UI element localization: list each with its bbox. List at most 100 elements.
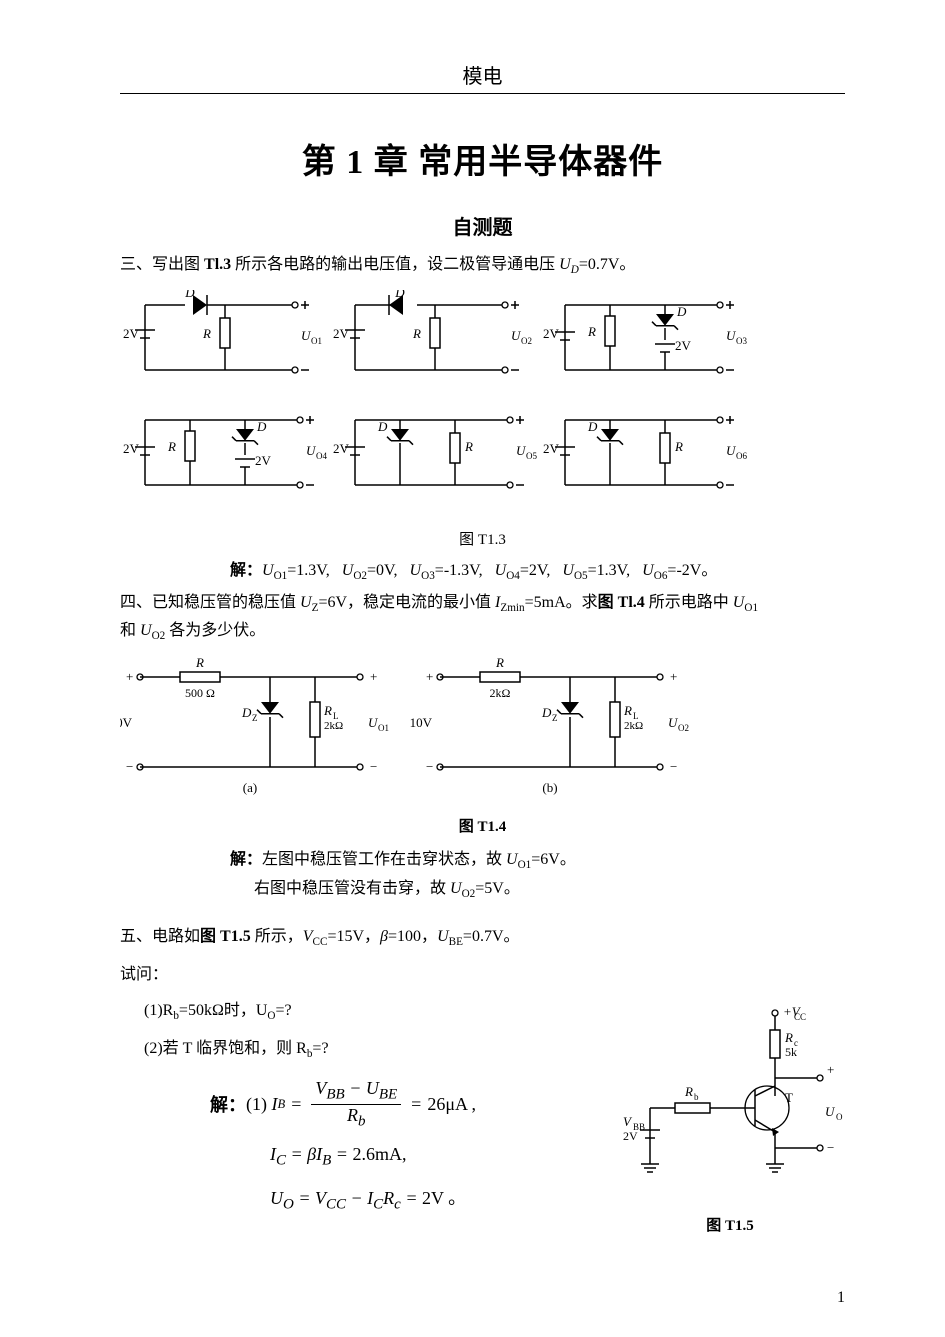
svg-text:D: D xyxy=(377,419,388,434)
svg-text:R: R xyxy=(412,326,421,341)
svg-text:+: + xyxy=(670,669,677,684)
svg-text:2V: 2V xyxy=(543,441,560,456)
q4-uo2: U xyxy=(140,622,152,639)
svg-text:2kΩ: 2kΩ xyxy=(624,720,643,732)
q5-s1a: (1)R xyxy=(144,1002,173,1019)
svg-text:2kΩ: 2kΩ xyxy=(324,720,343,732)
svg-text:10V: 10V xyxy=(120,715,133,730)
svg-text:(a): (a) xyxy=(243,780,257,795)
q5-eq1-den: Rb xyxy=(343,1105,370,1131)
svg-text:O1: O1 xyxy=(378,723,389,733)
q5-beta-val: =100 xyxy=(388,928,421,945)
q5-c: ， xyxy=(364,928,380,945)
q5-ube-sub: BE xyxy=(449,936,463,948)
svg-text:CC: CC xyxy=(794,1012,806,1022)
q5-s1v: =50kΩ时，U xyxy=(179,1002,267,1019)
q5-ube: U xyxy=(437,928,449,945)
q4-uo1-sub: O1 xyxy=(744,603,758,615)
q5-layout: (1)Rb=50kΩ时，UO=? (2)若 T 临界饱和，则 Rb=? 解： (… xyxy=(120,998,845,1243)
svg-text:Z: Z xyxy=(252,713,258,723)
q3-ud: U xyxy=(559,256,571,273)
q4-a: 已知稳压管的稳压值 xyxy=(152,594,300,611)
svg-text:+: + xyxy=(370,669,377,684)
svg-text:R: R xyxy=(587,324,596,339)
fig-t13-caption: 图 T1.3 xyxy=(120,528,845,549)
q4-sol2v: =5V。 xyxy=(475,880,520,897)
q5-s2e: =? xyxy=(312,1040,328,1057)
svg-text:2V: 2V xyxy=(333,441,350,456)
page-header: 模电 xyxy=(120,60,845,89)
q3-text: 三、写出图 Tl.3 所示各电路的输出电压值，设二极管导通电压 UD=0.7V。 xyxy=(120,252,845,280)
q3-label: 三、 xyxy=(120,256,152,273)
svg-text:R: R xyxy=(684,1084,693,1099)
figure-t15-wrap: +VCCRc5k+T−UORbVBB2V 图 T1.5 xyxy=(615,998,845,1243)
figure-t15: +VCCRc5k+T−UORbVBB2V xyxy=(615,998,845,1208)
svg-text:R: R xyxy=(464,439,473,454)
svg-text:2V: 2V xyxy=(675,338,692,353)
q4-iz-val: =5mA xyxy=(525,594,566,611)
svg-text:−: − xyxy=(370,759,377,774)
q5-eq1-num: VBB − UBE xyxy=(311,1078,401,1105)
svg-text:2kΩ: 2kΩ xyxy=(490,686,511,700)
q4-sol1a: 左图中稳压管工作在击穿状态，故 xyxy=(262,851,506,868)
q5-ube-val: =0.7V。 xyxy=(463,928,520,945)
q3-a: 写出图 xyxy=(152,256,204,273)
chapter-title: 第 1 章 常用半导体器件 xyxy=(120,134,845,183)
svg-text:5k: 5k xyxy=(785,1045,797,1059)
q5-eq1-val: 26μA , xyxy=(427,1094,476,1115)
q5-vcc-sub: CC xyxy=(313,936,328,948)
q4-d: 所示电路中 xyxy=(645,594,733,611)
svg-text:R: R xyxy=(784,1030,793,1045)
q5-label: 五、 xyxy=(120,928,152,945)
q3-b: 所示各电路的输出电压值，设二极管导通电压 xyxy=(231,256,559,273)
q4-uo1: U xyxy=(733,594,745,611)
q4-solution: 解：左图中稳压管工作在击穿状态，故 UO1=6V。 右图中稳压管没有击穿，故 U… xyxy=(230,846,845,904)
svg-text:−: − xyxy=(426,759,433,774)
q4-text: 四、已知稳压管的稳压值 UZ=6V，稳定电流的最小值 IZmin=5mA。求图 … xyxy=(120,590,845,646)
svg-text:b: b xyxy=(694,1092,699,1102)
svg-text:O4: O4 xyxy=(316,451,327,461)
q5-eq1: 解： (1) IB = VBB − UBE Rb = 26μA , xyxy=(210,1078,595,1130)
svg-text:R: R xyxy=(167,439,176,454)
q5-beta: β xyxy=(380,928,388,945)
q5-eq2: IC = βIB = 2.6mA, xyxy=(270,1144,595,1170)
q5-s2a: (2)若 T 临界饱和，则 R xyxy=(144,1040,307,1057)
q5-sub1: (1)Rb=50kΩ时，UO=? xyxy=(144,998,595,1026)
q5-vcc-val: =15V xyxy=(327,928,364,945)
figure-t13: 2VDRUO12VDRUO2R2V2VDUO3R2V2VDUO42VDRUO52… xyxy=(120,290,845,520)
svg-text:R: R xyxy=(674,439,683,454)
q3-ref: Tl.3 xyxy=(204,256,231,273)
fig-t15-caption: 图 T1.5 xyxy=(615,1214,845,1235)
svg-text:O2: O2 xyxy=(521,336,532,346)
q4-c: 。求 xyxy=(566,594,598,611)
q4-f: 各为多少伏。 xyxy=(165,622,265,639)
q5-eq1-pre: (1) xyxy=(246,1094,272,1115)
svg-text:500 Ω: 500 Ω xyxy=(185,686,215,700)
q4-iz-sub: Zmin xyxy=(500,603,524,615)
svg-text:O2: O2 xyxy=(678,723,689,733)
q5-sol-label: 解： xyxy=(210,1091,246,1117)
fig-t14-caption: 图 T1.4 xyxy=(120,815,845,836)
svg-text:U: U xyxy=(825,1104,836,1119)
q4-ref: 图 Tl.4 xyxy=(598,594,645,611)
svg-text:2V: 2V xyxy=(255,453,272,468)
q5-left-column: (1)Rb=50kΩ时，UO=? (2)若 T 临界饱和，则 Rb=? 解： (… xyxy=(120,998,595,1228)
svg-text:D: D xyxy=(241,705,252,720)
svg-text:O5: O5 xyxy=(526,451,537,461)
svg-text:−: − xyxy=(670,759,677,774)
svg-text:2V: 2V xyxy=(123,326,140,341)
svg-text:+: + xyxy=(827,1062,834,1077)
q5-eq1-B: B xyxy=(278,1097,286,1112)
q4-sol2s: O2 xyxy=(462,888,476,900)
page-number: 1 xyxy=(837,1289,845,1307)
svg-text:O1: O1 xyxy=(311,336,322,346)
svg-text:R: R xyxy=(202,326,211,341)
q5-prompt: 试问： xyxy=(120,962,845,988)
svg-text:−: − xyxy=(126,759,133,774)
svg-text:2V: 2V xyxy=(333,326,350,341)
svg-text:Z: Z xyxy=(552,713,558,723)
q5-sub2: (2)若 T 临界饱和，则 Rb=? xyxy=(144,1036,595,1064)
svg-text:2V: 2V xyxy=(543,326,560,341)
q5-text: 五、电路如图 T1.5 所示，VCC=15V，β=100，UBE=0.7V。 xyxy=(120,924,845,952)
q5-eq2-text: IC = βIB = 2.6mA, xyxy=(270,1144,406,1170)
